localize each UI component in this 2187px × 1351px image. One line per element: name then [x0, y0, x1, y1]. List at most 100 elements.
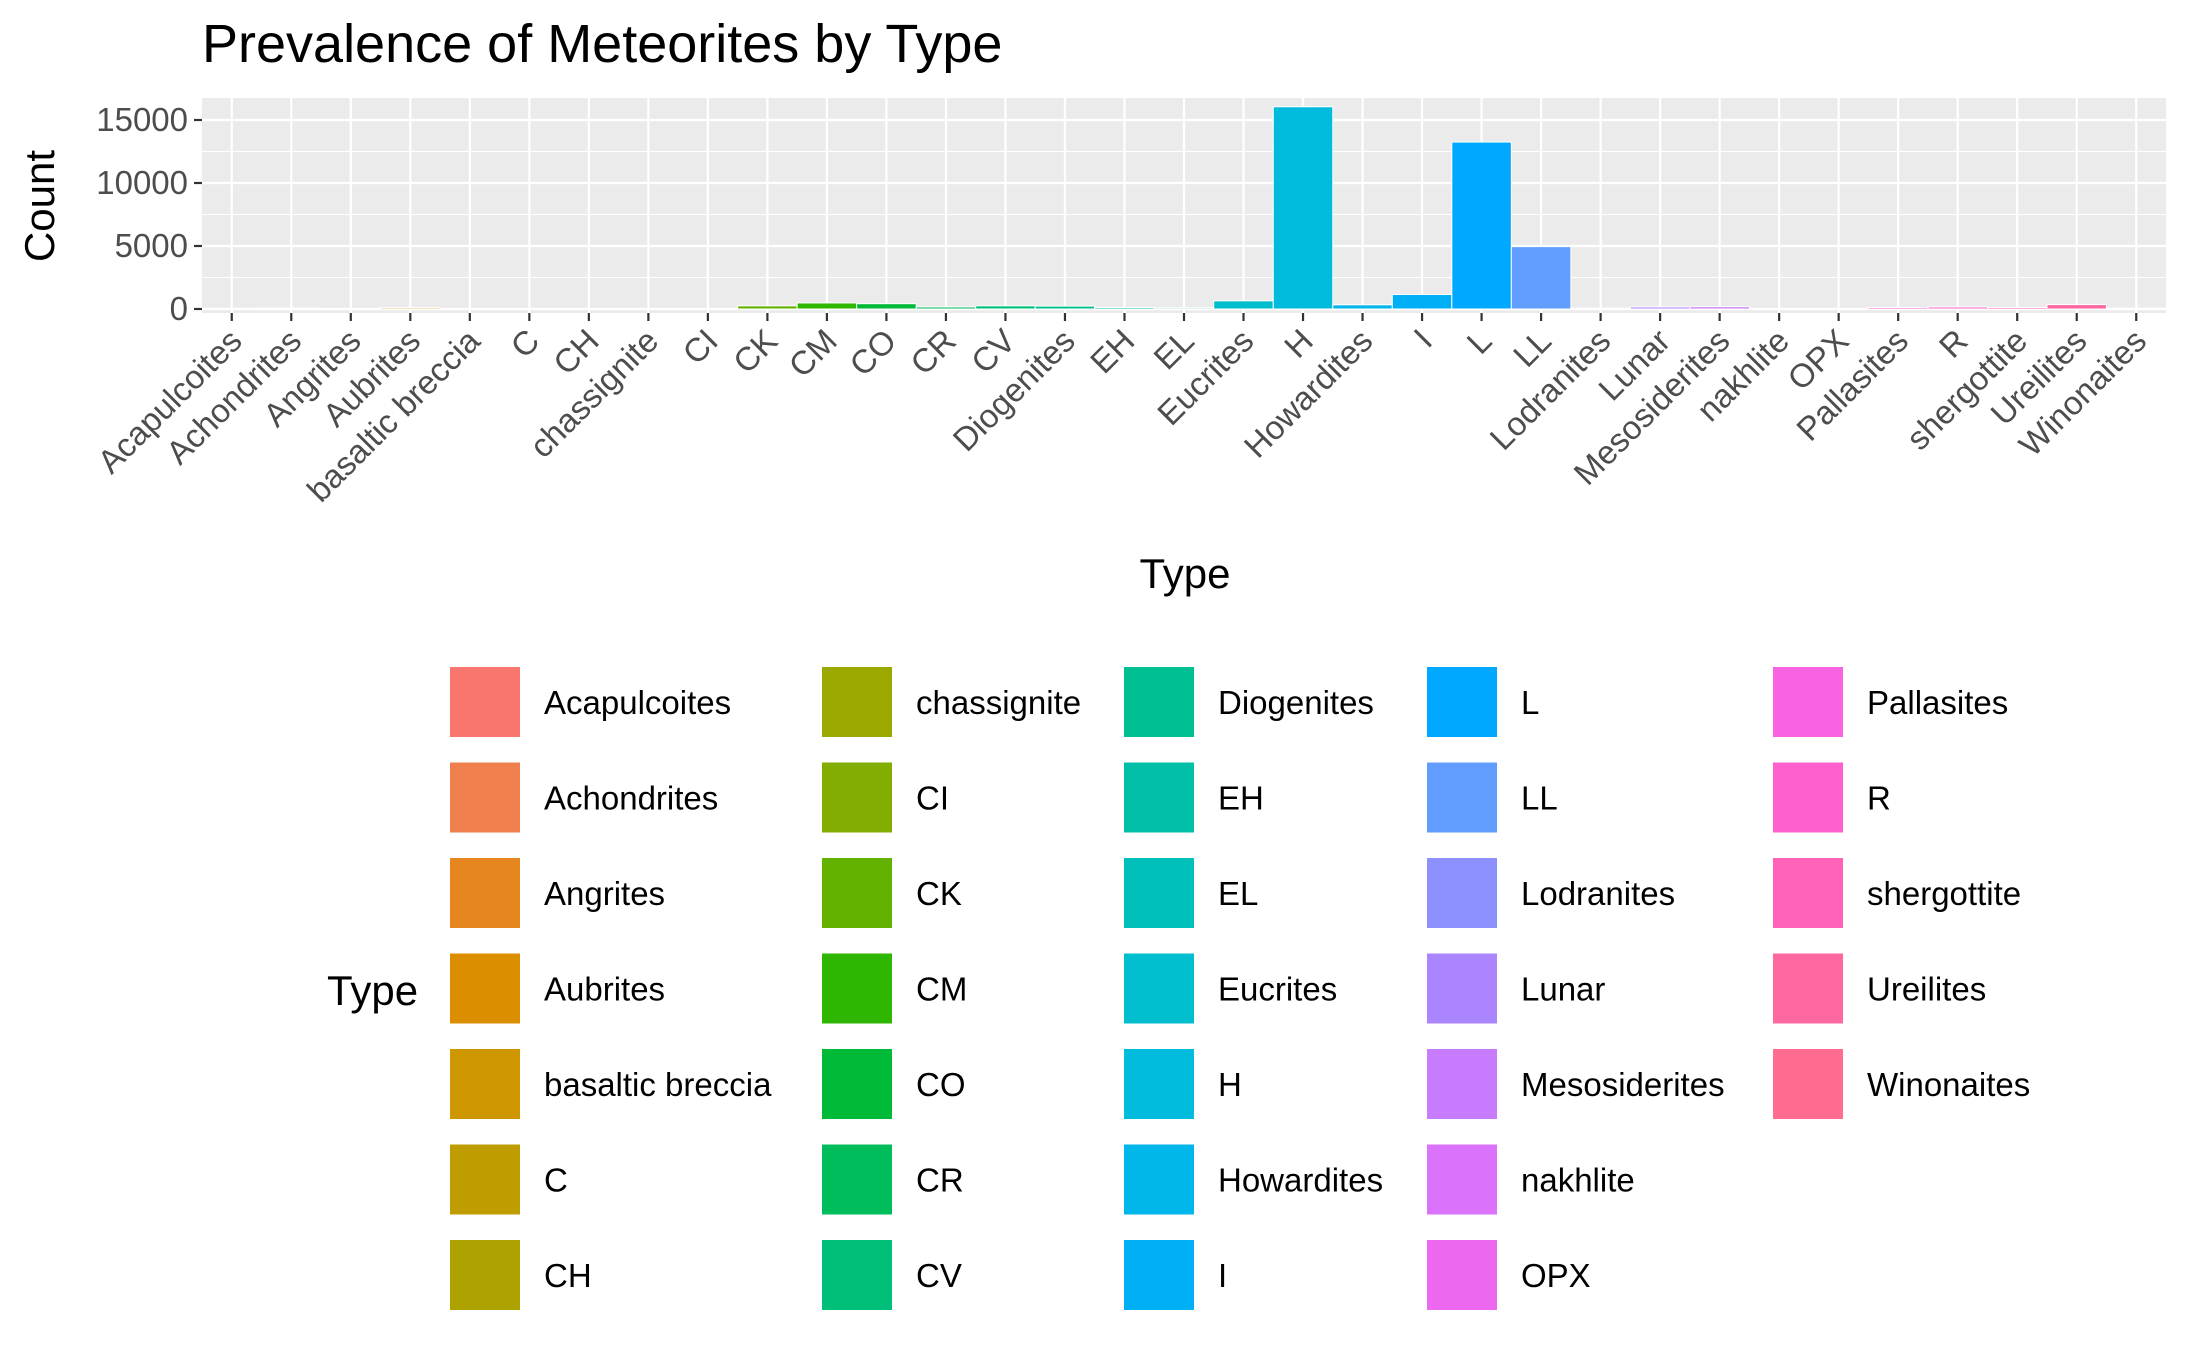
legend-key: [1427, 1144, 1497, 1215]
x-tick-label: EH: [1083, 322, 1142, 381]
y-tick-label: 10000: [96, 164, 188, 201]
legend-label: Eucrites: [1218, 971, 1337, 1008]
legend-label: CR: [916, 1162, 964, 1199]
bar: [1629, 306, 1691, 310]
bar: [1927, 306, 1988, 310]
legend-key: [822, 1240, 892, 1310]
bar: [1213, 300, 1274, 310]
legend-label: CK: [916, 875, 962, 912]
legend-key: [450, 762, 520, 833]
legend-label: L: [1521, 684, 1539, 721]
legend-key: [822, 762, 892, 833]
bar: [856, 303, 917, 310]
x-tick-label: L: [1459, 322, 1498, 361]
bar: [1570, 307, 1631, 310]
legend-label: I: [1218, 1257, 1227, 1294]
legend-label: Angrites: [544, 875, 665, 912]
bar: [796, 302, 858, 310]
bar: [1867, 306, 1929, 310]
legend-label: CH: [544, 1257, 592, 1294]
bar: [1986, 306, 2048, 310]
legend-key: [1427, 762, 1497, 833]
legend-label: CM: [916, 971, 967, 1008]
legend-key: [1427, 1049, 1497, 1119]
legend-label: Pallasites: [1867, 684, 2008, 721]
legend-label: Acapulcoites: [544, 684, 731, 721]
legend-key: [1124, 762, 1194, 833]
legend-key: [1427, 667, 1497, 737]
bar: [320, 308, 382, 310]
legend-key: [1427, 858, 1497, 928]
bar: [1332, 304, 1393, 310]
legend-label: Diogenites: [1218, 684, 1374, 721]
legend-key: [822, 667, 892, 737]
x-tick-label: CR: [903, 322, 963, 382]
legend-key: [450, 1240, 520, 1310]
legend-label: R: [1867, 780, 1891, 817]
legend-label: Mesosiderites: [1521, 1066, 1725, 1103]
x-tick-label: CK: [726, 322, 785, 381]
y-tick-label: 15000: [96, 101, 188, 138]
legend-label: CO: [916, 1066, 966, 1103]
legend-label: shergottite: [1867, 875, 2021, 912]
bar: [737, 305, 798, 310]
legend-key: [822, 1049, 892, 1119]
legend-label: LL: [1521, 780, 1558, 817]
legend-key: [1773, 762, 1843, 833]
bar: [1272, 106, 1334, 310]
legend-label: Lodranites: [1521, 875, 1675, 912]
bar: [1034, 305, 1096, 310]
bar: [1094, 306, 1155, 310]
legend-key: [1124, 1049, 1194, 1119]
legend-title: Type: [327, 967, 418, 1014]
bar: [499, 308, 560, 310]
legend-key: [1427, 1240, 1497, 1310]
bar: [261, 307, 322, 310]
y-tick-label: 5000: [115, 227, 188, 264]
legend-label: Howardites: [1218, 1162, 1383, 1199]
y-tick-label: 0: [170, 290, 188, 327]
legend-label: nakhlite: [1521, 1162, 1635, 1199]
y-axis: 0 5000 10000 15000: [96, 101, 202, 327]
x-tick-label: CI: [675, 322, 724, 371]
x-axis-title: Type: [1139, 550, 1230, 597]
legend-label: H: [1218, 1066, 1242, 1103]
legend-key: [1124, 858, 1194, 928]
legend-key: [1773, 667, 1843, 737]
x-tick-label: I: [1406, 322, 1439, 355]
legend-key: [822, 1144, 892, 1215]
bar: [1748, 308, 1810, 310]
bar: [1451, 141, 1512, 310]
bar: [618, 308, 679, 310]
bar: [915, 306, 977, 310]
legend-label: EH: [1218, 780, 1264, 817]
bar: [201, 307, 263, 310]
bar: [1153, 307, 1215, 310]
legend-key: [450, 953, 520, 1024]
legend-label: OPX: [1521, 1257, 1591, 1294]
legend-key: [450, 858, 520, 928]
legend-label: chassignite: [916, 684, 1081, 721]
legend-key: [1773, 858, 1843, 928]
legend-label: C: [544, 1162, 568, 1199]
legend-key: [1773, 953, 1843, 1024]
x-tick-label: CM: [781, 322, 843, 384]
legend-label: Aubrites: [544, 971, 665, 1008]
legend-key: [1124, 1144, 1194, 1215]
y-axis-title: Count: [16, 150, 63, 262]
legend-key: [450, 1144, 520, 1215]
legend-label: Ureilites: [1867, 971, 1986, 1008]
x-tick-label: R: [1932, 322, 1975, 365]
x-tick-label: C: [503, 322, 546, 365]
legend-label: EL: [1218, 875, 1258, 912]
legend-key: [822, 953, 892, 1024]
bar: [558, 308, 620, 310]
bar: [1391, 294, 1453, 310]
x-tick-label: CO: [842, 322, 903, 383]
legend-label: Lunar: [1521, 971, 1605, 1008]
legend-key: [1124, 953, 1194, 1024]
bar: [1689, 306, 1750, 310]
legend-label: CI: [916, 780, 949, 817]
legend-label: CV: [916, 1257, 962, 1294]
